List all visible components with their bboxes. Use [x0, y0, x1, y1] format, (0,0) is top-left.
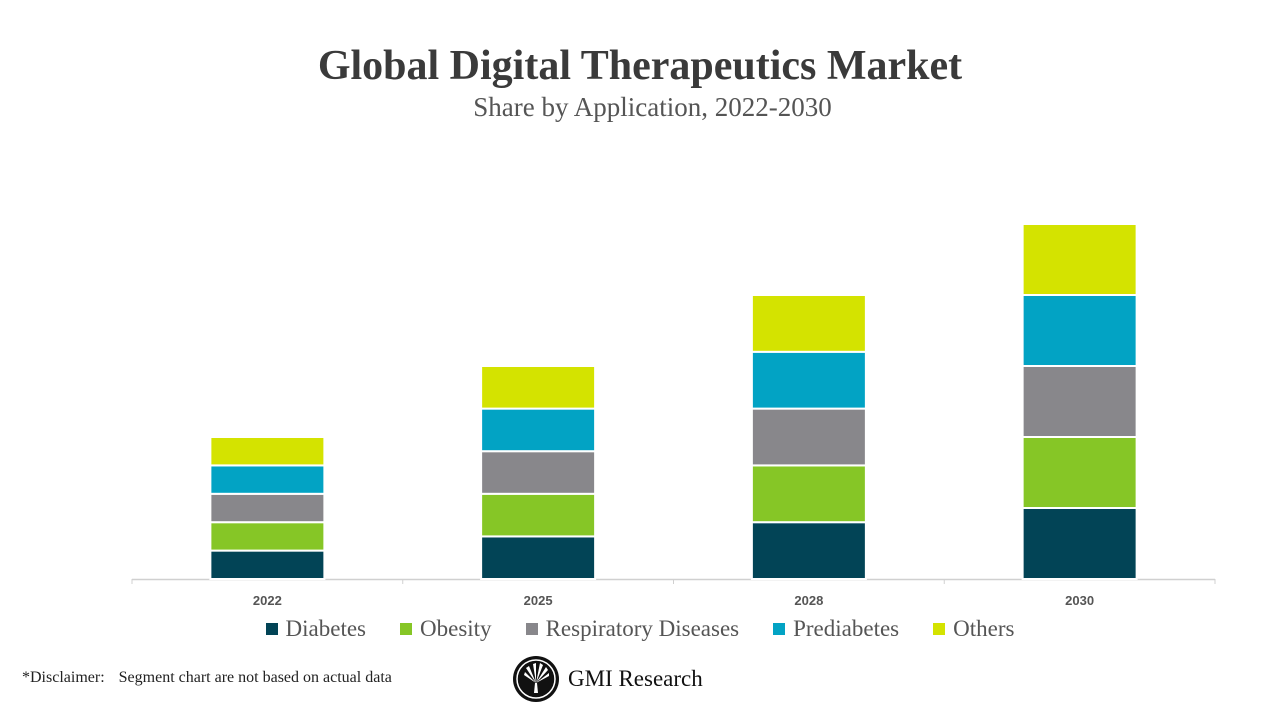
bar-segment-diabetes-2025 — [480, 535, 597, 581]
bar-segment-prediabetes-2028 — [750, 350, 867, 410]
bar-segment-obesity-2025 — [480, 492, 597, 538]
bar-segment-respiratory-diseases-2022 — [209, 492, 326, 524]
bar-segment-respiratory-diseases-2025 — [480, 450, 597, 495]
bar-segment-others-2030 — [1021, 223, 1138, 296]
bar-segment-diabetes-2028 — [750, 521, 867, 581]
x-tick-label: 2028 — [794, 593, 823, 608]
legend-label: Obesity — [420, 616, 492, 641]
bar-segment-others-2028 — [750, 294, 867, 353]
chart-subtitle: Share by Application, 2022-2030 — [473, 92, 832, 122]
legend-label: Respiratory Diseases — [545, 616, 740, 641]
chart-title: Global Digital Therapeutics Market — [317, 43, 963, 89]
legend-item-diabetes: Diabetes — [265, 616, 366, 642]
bar-segment-prediabetes-2030 — [1021, 294, 1138, 367]
bar-segment-respiratory-diseases-2028 — [750, 407, 867, 467]
bar-segment-others-2022 — [209, 436, 326, 467]
bar-segment-diabetes-2022 — [209, 549, 326, 580]
legend-label: Prediabetes — [793, 616, 900, 641]
gmi-fan-logo-icon — [513, 656, 559, 702]
legend-item-obesity: Obesity — [400, 616, 492, 642]
legend: Diabetes Obesity Respiratory Diseases Predi… — [0, 616, 1280, 642]
bar-segment-respiratory-diseases-2030 — [1021, 365, 1138, 438]
brand-logo: GMI Research — [512, 655, 703, 703]
legend-label: Others — [953, 616, 1015, 641]
bar-segment-prediabetes-2022 — [209, 464, 326, 495]
legend-swatch — [400, 623, 412, 635]
legend-swatch — [933, 623, 946, 635]
x-tick-label: 2022 — [253, 593, 282, 608]
legend-swatch — [265, 623, 278, 635]
bar-segment-obesity-2028 — [750, 464, 867, 524]
x-tick-label: 2025 — [524, 593, 553, 608]
disclaimer-text: Segment chart are not based on actual da… — [118, 669, 392, 686]
legend-item-others: Others — [933, 616, 1014, 642]
bar-segment-obesity-2022 — [209, 521, 326, 552]
brand-name: GMI Research — [568, 666, 703, 691]
disclaimer-label: *Disclaimer: — [22, 669, 105, 686]
legend-label: Diabetes — [285, 616, 366, 641]
legend-item-respiratory-diseases: Respiratory Diseases — [525, 616, 740, 642]
bar-segment-diabetes-2030 — [1021, 507, 1138, 580]
bar-segment-prediabetes-2025 — [480, 407, 597, 453]
legend-swatch — [773, 623, 786, 635]
bar-segment-obesity-2030 — [1021, 436, 1138, 509]
bar-segment-others-2025 — [480, 365, 597, 410]
x-tick-label: 2030 — [1065, 593, 1094, 608]
disclaimer: *Disclaimer: Segment chart are not based … — [22, 669, 392, 687]
legend-item-prediabetes: Prediabetes — [773, 616, 899, 642]
legend-swatch — [525, 623, 538, 635]
